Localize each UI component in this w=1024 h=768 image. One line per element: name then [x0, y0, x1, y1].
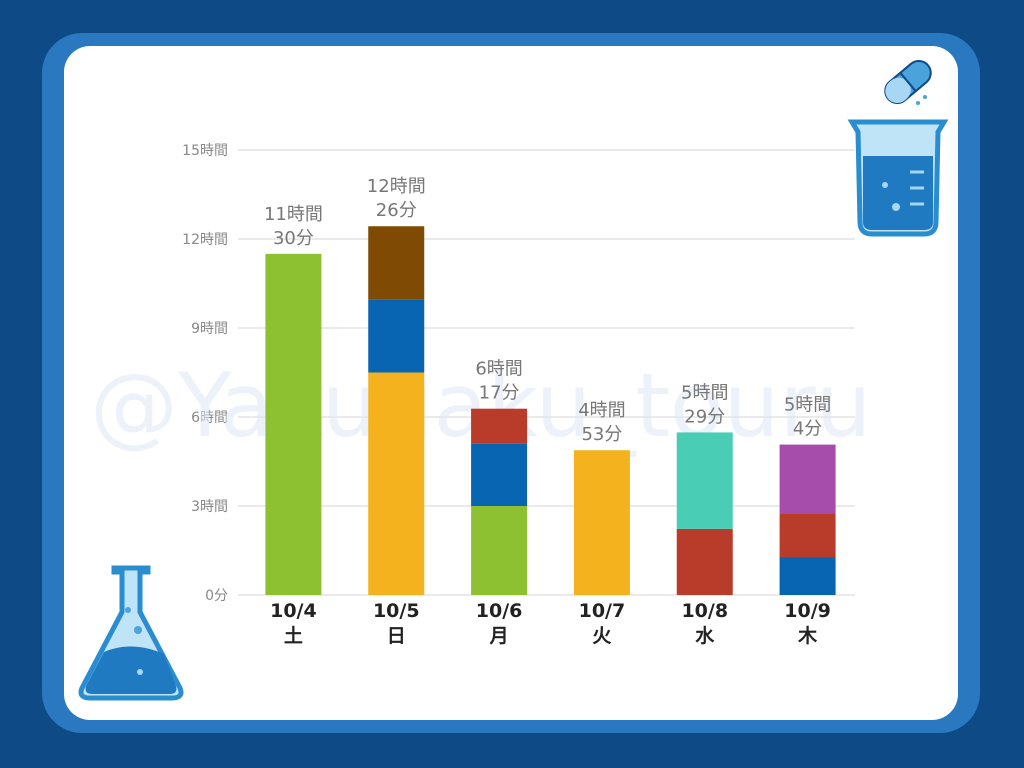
total-label-hours: 6時間 — [475, 359, 522, 380]
y-tick-label: 6時間 — [191, 410, 228, 426]
y-tick-label: 0分 — [205, 588, 228, 604]
x-tick-date: 10/9 — [784, 600, 831, 622]
x-tick-weekday: 木 — [797, 624, 818, 647]
x-axis: 10/4 土 10/5 日 10/6 月 10/7 火 10/8 水 10/9木 — [270, 600, 831, 647]
total-labels: 11時間 30分 12時間 26分 6時間 17分 4時間 53分 5時間 29分 5時間 4分 — [264, 176, 831, 445]
bar-segment-0-0 — [265, 253, 322, 596]
y-tick-label: 15時間 — [182, 143, 228, 159]
y-tick-label: 9時間 — [191, 321, 228, 337]
x-tick-date: 10/5 — [373, 600, 420, 622]
bar-segment-5-0 — [779, 557, 836, 595]
bar-segment-5-2 — [779, 444, 836, 514]
y-tick-label: 3時間 — [191, 499, 228, 515]
bar-segment-5-1 — [779, 513, 836, 558]
chart-card — [64, 46, 958, 720]
total-label-minutes: 17分 — [479, 383, 520, 404]
y-tick-label: 12時間 — [182, 232, 228, 248]
grid-layer — [238, 149, 855, 596]
total-label-hours: 5時間 — [784, 395, 831, 416]
x-tick-date: 10/6 — [476, 600, 523, 622]
x-tick-date: 10/8 — [681, 600, 728, 622]
beaker-icon — [847, 119, 949, 237]
total-label-minutes: 4分 — [793, 419, 822, 440]
x-tick-date: 10/7 — [579, 600, 626, 622]
total-label-minutes: 29分 — [684, 406, 725, 427]
bar-segment-1-0 — [368, 372, 425, 595]
x-tick-weekday: 水 — [695, 625, 715, 647]
total-label-minutes: 26分 — [376, 200, 417, 221]
total-label-hours: 5時間 — [681, 382, 728, 403]
x-tick-weekday: 火 — [592, 625, 612, 647]
y-axis: 0分 3時間 6時間 9時間 12時間 15時間 — [182, 143, 228, 604]
bar-segment-4-0 — [676, 528, 733, 595]
total-label-minutes: 53分 — [581, 424, 622, 445]
total-label-hours: 11時間 — [264, 204, 323, 225]
bar-segment-4-1 — [676, 432, 733, 529]
flask-icon — [78, 565, 184, 701]
total-label-hours: 4時間 — [578, 400, 625, 421]
total-label-hours: 12時間 — [367, 176, 426, 197]
bar-segment-2-0 — [471, 506, 528, 595]
bar-segment-2-1 — [471, 443, 528, 506]
x-tick-weekday: 土 — [284, 625, 303, 647]
bar-segment-1-1 — [368, 299, 425, 373]
total-label-minutes: 30分 — [273, 228, 314, 249]
bars — [265, 226, 836, 596]
bar-segment-2-2 — [471, 408, 528, 444]
powder-dots — [916, 95, 927, 105]
bar-segment-1-2 — [368, 226, 425, 300]
x-tick-weekday: 日 — [387, 625, 406, 647]
bar-segment-3-0 — [573, 450, 630, 595]
x-tick-weekday: 月 — [489, 625, 509, 647]
x-tick-date: 10/4 — [270, 600, 317, 622]
capsule-icon — [884, 60, 932, 104]
